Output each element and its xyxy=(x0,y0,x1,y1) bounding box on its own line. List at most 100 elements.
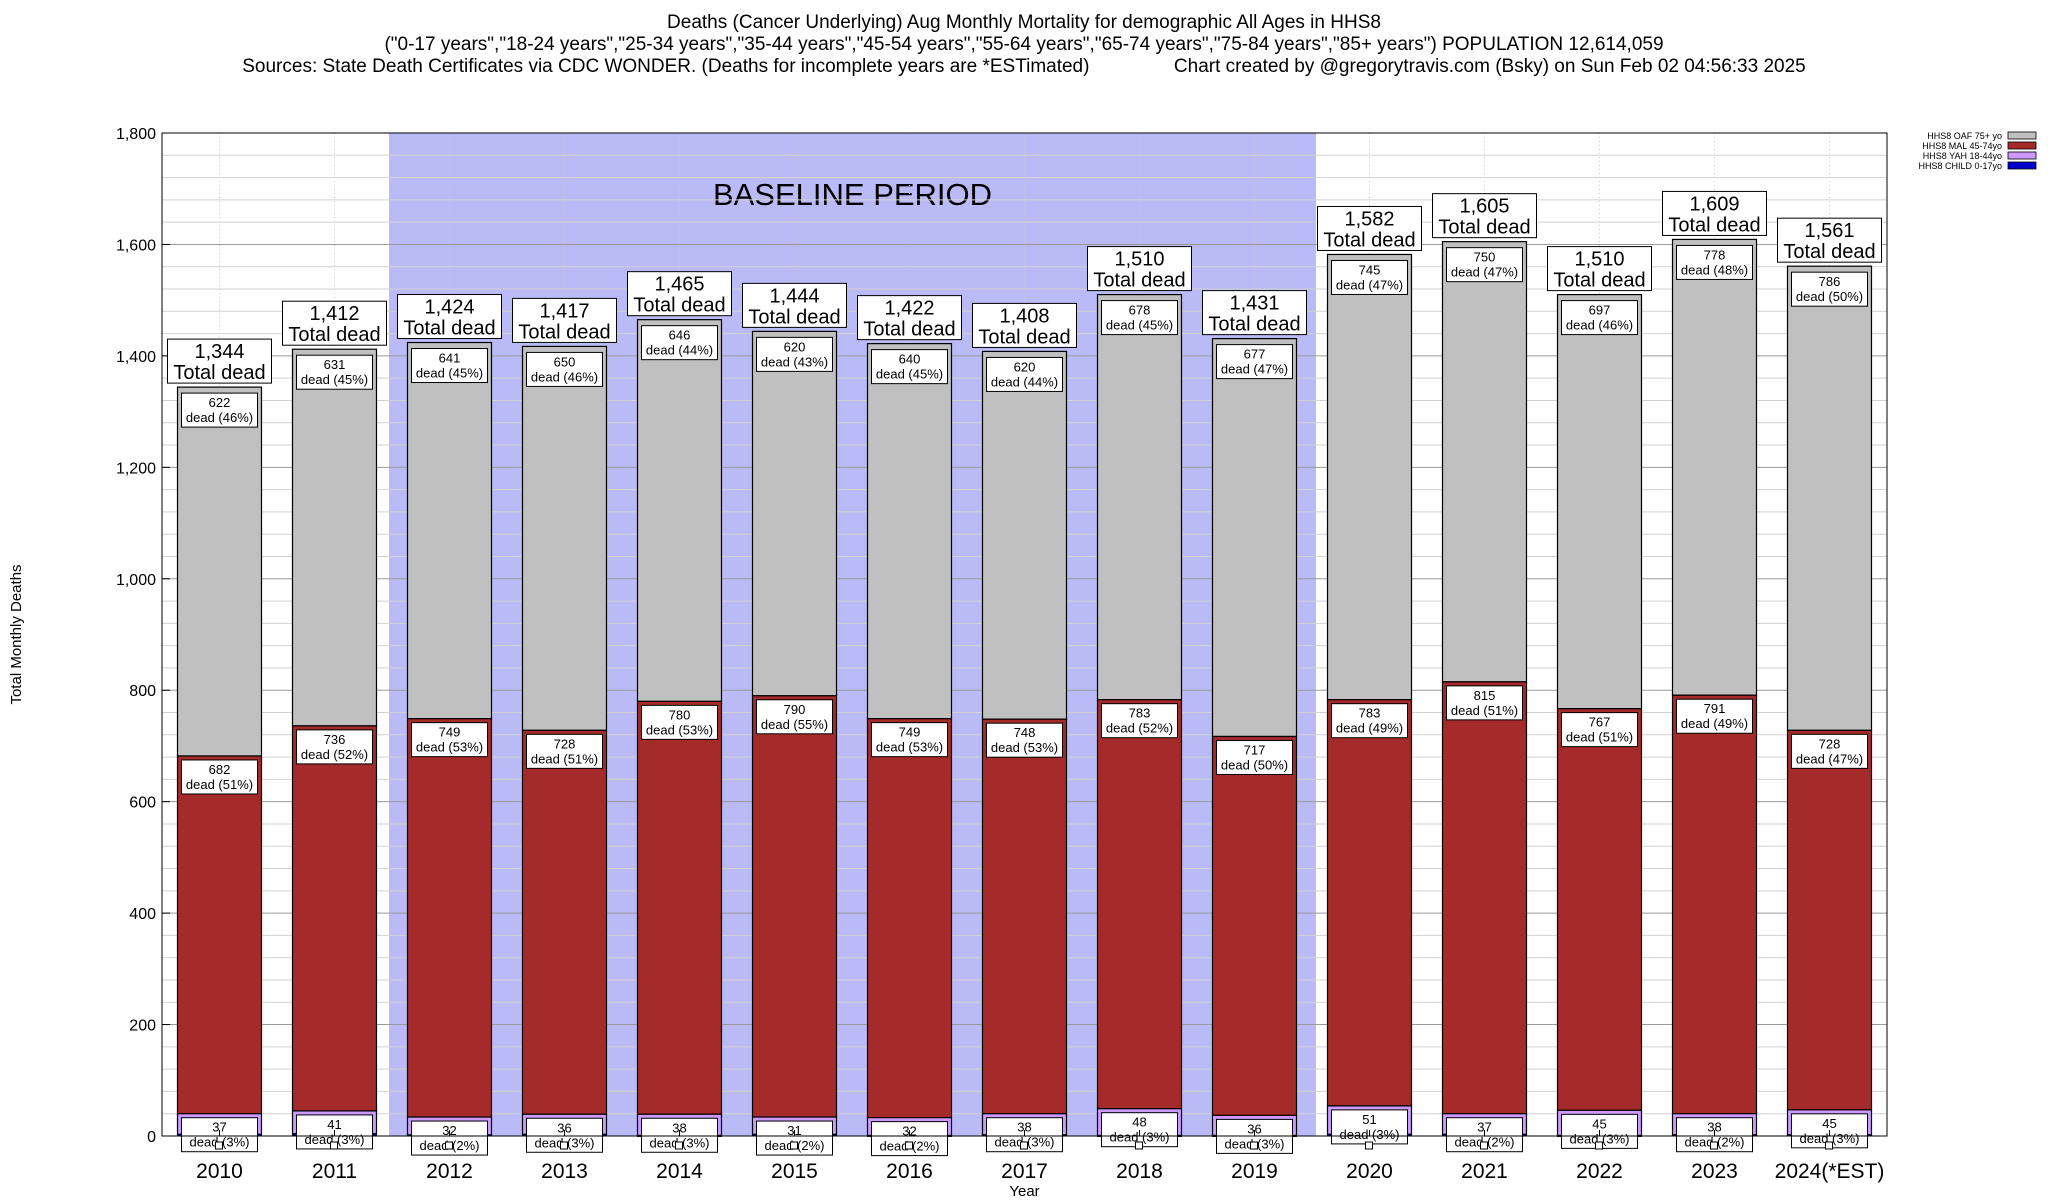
total-label-box xyxy=(1202,290,1307,336)
total-label-box xyxy=(1432,193,1537,239)
x-tick-label: 2012 xyxy=(426,1160,473,1183)
oaf-label-value: 678 xyxy=(1129,303,1151,318)
oaf-label-pct: dead (46%) xyxy=(531,369,598,384)
yah-label-value: 48 xyxy=(1132,1115,1146,1130)
bar-segment-mal xyxy=(751,695,838,1118)
bar-segment-oaf xyxy=(636,319,723,702)
mal-label-box xyxy=(871,722,948,758)
total-suffix-label: Total dead xyxy=(1438,217,1530,239)
bar-segment-mal xyxy=(636,700,723,1115)
oaf-label-box xyxy=(526,351,603,387)
plot-border xyxy=(161,132,1888,1137)
bar-segment-oaf xyxy=(866,343,953,720)
oaf-label-value: 620 xyxy=(784,339,806,354)
legend-swatch-mal xyxy=(2007,141,2037,150)
total-value-label: 1,465 xyxy=(654,274,704,296)
oaf-label-value: 631 xyxy=(324,357,346,372)
mal-label-pct: dead (55%) xyxy=(761,717,828,732)
oaf-label-value: 750 xyxy=(1474,250,1496,265)
bar-segment-oaf xyxy=(1211,338,1298,738)
mal-label-pct: dead (51%) xyxy=(531,751,598,766)
total-suffix-label: Total dead xyxy=(1783,241,1875,263)
bar-segment-oaf xyxy=(1326,253,1413,701)
x-tick-label: 2024(*EST) xyxy=(1775,1160,1885,1183)
oaf-label-value: 745 xyxy=(1359,262,1381,277)
oaf-label-pct: dead (46%) xyxy=(1566,318,1633,333)
total-suffix-label: Total dead xyxy=(518,321,610,343)
mal-label-pct: dead (50%) xyxy=(1221,757,1288,772)
y-tick-label: 0 xyxy=(147,1129,156,1146)
oaf-label-value: 620 xyxy=(1014,359,1036,374)
mal-label-value: 736 xyxy=(324,732,346,747)
x-tick-label: 2018 xyxy=(1116,1160,1163,1183)
total-label-box xyxy=(282,300,387,346)
total-label-box xyxy=(1087,246,1192,292)
bar-segment-oaf xyxy=(981,350,1068,720)
legend-label: HHS8 MAL 45-74yo xyxy=(1922,141,2002,151)
total-label-box xyxy=(167,338,272,384)
child-marker xyxy=(560,1141,568,1150)
x-tick-label: 2023 xyxy=(1691,1160,1738,1183)
bar-segment-oaf xyxy=(291,348,378,727)
child-marker xyxy=(1825,1141,1833,1150)
mal-label-value: 783 xyxy=(1129,706,1151,721)
oaf-label-box xyxy=(871,349,948,385)
oaf-label-pct: dead (47%) xyxy=(1451,265,1518,280)
x-tick-label: 2016 xyxy=(886,1160,933,1183)
x-tick-label: 2022 xyxy=(1576,1160,1623,1183)
child-marker xyxy=(330,1141,338,1150)
total-value-label: 1,561 xyxy=(1804,220,1854,242)
x-tick-label: 2013 xyxy=(541,1160,588,1183)
oaf-label-value: 650 xyxy=(554,354,576,369)
total-suffix-label: Total dead xyxy=(173,362,265,384)
bar-segment-oaf xyxy=(1441,241,1528,683)
total-suffix-label: Total dead xyxy=(1093,270,1185,292)
bar-segment-oaf xyxy=(176,386,263,757)
oaf-label-pct: dead (45%) xyxy=(876,367,943,382)
mal-label-value: 717 xyxy=(1244,742,1266,757)
bar-segment-mal xyxy=(291,725,378,1112)
mal-label-value: 791 xyxy=(1704,701,1726,716)
oaf-label-box xyxy=(641,325,718,361)
oaf-label-box xyxy=(1676,244,1753,280)
mal-label-box xyxy=(1101,703,1178,739)
total-label-box xyxy=(397,294,502,340)
child-marker xyxy=(1250,1141,1258,1150)
total-value-label: 1,582 xyxy=(1344,208,1394,230)
bar-segment-oaf xyxy=(406,341,493,720)
total-label-box xyxy=(857,295,962,341)
total-suffix-label: Total dead xyxy=(633,295,725,317)
baseline-label: BASELINE PERIOD xyxy=(713,177,992,212)
mal-label-value: 682 xyxy=(209,762,231,777)
bar-segment-mal xyxy=(1556,708,1643,1111)
yah-label-pct: dead (3%) xyxy=(1570,1131,1630,1146)
yah-label-value: 38 xyxy=(1707,1120,1721,1135)
total-label-box xyxy=(742,282,847,328)
bar-segment-oaf xyxy=(1556,293,1643,710)
oaf-label-box xyxy=(986,356,1063,392)
chart-source: Sources: State Death Certificates via CD… xyxy=(242,56,1806,77)
oaf-label-box xyxy=(1446,247,1523,283)
bar-segment-mal xyxy=(406,718,493,1118)
bar-segment-oaf xyxy=(751,330,838,697)
bar-segment-oaf xyxy=(1786,265,1873,731)
oaf-label-box xyxy=(1561,300,1638,336)
oaf-label-box xyxy=(1216,344,1293,380)
total-value-label: 1,422 xyxy=(884,298,934,320)
mal-label-box xyxy=(986,722,1063,758)
mal-label-pct: dead (53%) xyxy=(646,722,713,737)
child-marker xyxy=(1020,1141,1028,1150)
total-label-box xyxy=(1662,190,1767,236)
child-marker xyxy=(1595,1141,1603,1150)
yah-label-value: 45 xyxy=(1822,1116,1836,1131)
bar-segment-mal xyxy=(521,729,608,1115)
bar-segment-mal xyxy=(1326,699,1413,1107)
x-tick-label: 2010 xyxy=(196,1160,243,1183)
legend-label: HHS8 YAH 18-44yo xyxy=(1923,151,2002,161)
mal-label-pct: dead (51%) xyxy=(186,777,253,792)
y-tick-label: 200 xyxy=(129,1018,156,1035)
oaf-label-pct: dead (44%) xyxy=(991,374,1058,389)
x-tick-label: 2019 xyxy=(1231,1160,1278,1183)
y-tick-label: 800 xyxy=(129,683,156,700)
oaf-label-value: 622 xyxy=(209,395,231,410)
